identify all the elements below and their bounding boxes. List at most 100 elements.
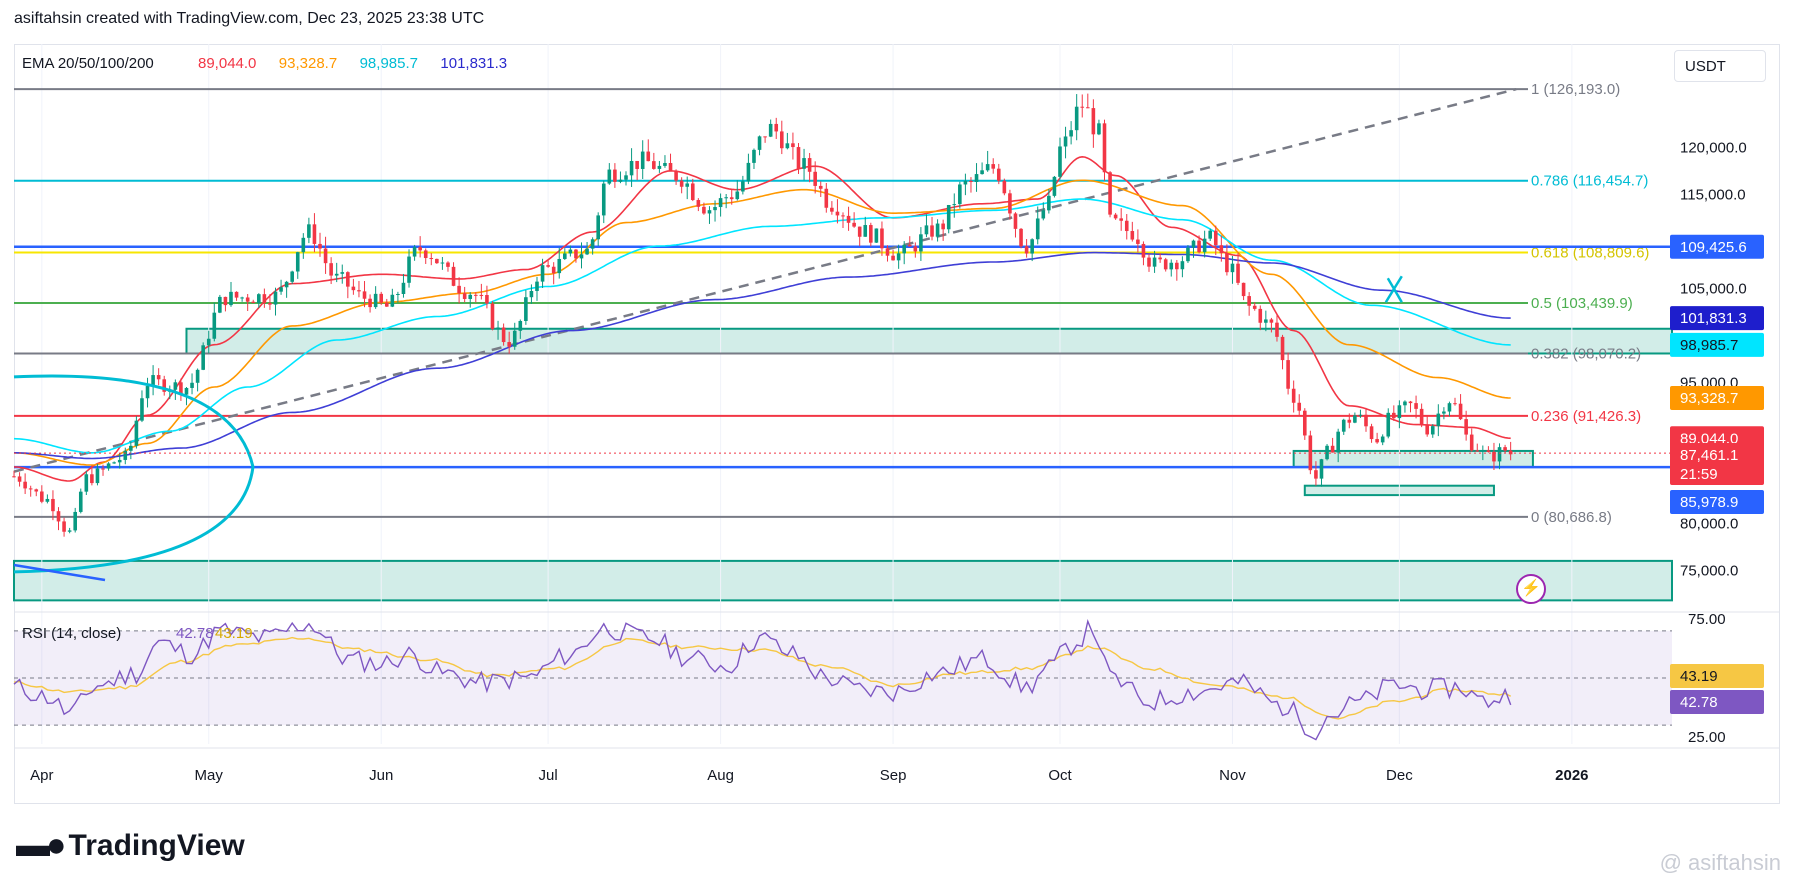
price-tag-5-bg [1670,443,1764,485]
candle-body [846,215,851,223]
candle-body [907,244,912,247]
candle-body [23,481,27,489]
candle [1336,428,1340,463]
price-tag-3-label: 93,328.7 [1680,390,1738,407]
price-tag-0-label: 109,425.6 [1680,239,1747,256]
candle-body [1347,419,1352,423]
candle-body [713,207,717,211]
candle-body [690,183,695,201]
candle [390,288,395,308]
candle [212,302,217,342]
candle-body [585,248,589,255]
candle-body [507,342,511,347]
candle [1319,458,1324,487]
candle-body [295,252,300,272]
candle [757,135,762,156]
candle-body [429,258,434,260]
candle [974,163,979,192]
candle-body [1286,360,1290,389]
candle [590,237,595,255]
candle [524,290,528,325]
candle-body [1208,230,1213,239]
candle [368,294,372,313]
candle [1141,241,1146,266]
candle [1369,423,1374,443]
candle [846,206,851,231]
candle-body [17,476,22,482]
candle [529,284,534,304]
candle [84,470,89,496]
price-zone-0 [13,559,1673,602]
tradingview-logo[interactable]: ▬● TradingView [16,826,245,865]
candle [1392,405,1396,421]
tv-logo-text: TradingView [68,828,245,862]
candle [1486,446,1491,453]
candle-body [229,291,233,306]
candle [741,175,745,195]
candle-body [1008,193,1012,214]
candle-body [579,254,584,259]
candle-body [268,302,272,305]
candle-body [279,287,283,292]
dashed-trend-line [13,87,1517,473]
candle [284,280,289,298]
candle [652,152,656,170]
candle-body [702,206,706,214]
candle-body [184,387,189,395]
candle-body [679,180,684,187]
candle-body [501,327,506,343]
candle [1258,305,1263,331]
candle [1280,334,1285,370]
candle-body [763,136,767,138]
candle [373,286,378,309]
candle-body [596,215,600,240]
volume-profile-ellipse [13,374,255,574]
candle [156,368,161,386]
candle-body [1464,419,1468,435]
candle [574,248,578,263]
lightning-icon[interactable]: ⚡ [1516,574,1546,604]
candle-body [245,297,250,302]
candle [663,155,667,168]
candle-body [1136,239,1140,244]
candle [329,257,333,285]
chart-frame[interactable] [14,44,1780,804]
candle [273,287,278,316]
candle [996,163,1001,185]
candle-body [1475,450,1480,452]
candle-body [613,169,617,182]
candle-body [996,168,1001,181]
candle [412,244,417,261]
candle [618,171,623,184]
candle [1063,126,1068,159]
candle [190,373,194,395]
candle-body [273,291,278,305]
candle [969,177,973,193]
candle-body [1252,305,1257,309]
candle-body [1041,210,1046,219]
time-tick-jun: Jun [369,767,393,784]
time-tick-sep: Sep [880,767,907,784]
candle [423,248,428,264]
candle [1124,214,1129,240]
candle-body [1236,263,1240,283]
candle [613,163,617,188]
candle [1047,189,1051,214]
candle-body [479,294,484,296]
candle-body [963,180,968,185]
horizontal-lines [14,245,1672,469]
candle-body [1453,403,1457,405]
candle [1397,400,1402,429]
candle [1102,119,1107,182]
candle [640,140,645,180]
currency-selector-button[interactable]: USDT [1674,50,1766,82]
rsi-tag-0-bg [1670,664,1764,688]
candle [657,161,662,173]
candle-body [201,345,205,370]
candle-body [991,164,996,169]
candle-body [1430,426,1435,435]
candle-body [874,228,879,243]
candle [179,378,183,401]
candle-body [84,474,89,492]
